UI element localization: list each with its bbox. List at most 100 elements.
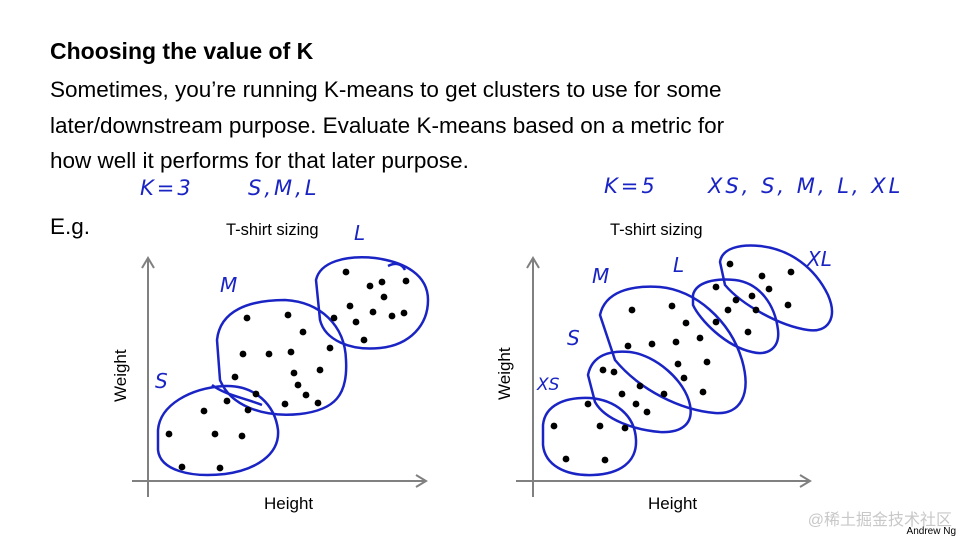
data-point xyxy=(610,368,618,376)
data-point xyxy=(621,424,629,432)
data-point xyxy=(302,391,310,399)
data-point xyxy=(784,301,792,309)
data-point xyxy=(712,283,720,291)
data-point xyxy=(378,278,386,286)
paragraph-line: later/downstream purpose. Evaluate K-mea… xyxy=(50,112,725,138)
data-point xyxy=(712,318,720,326)
data-point xyxy=(238,432,246,440)
data-point xyxy=(699,388,707,396)
data-point xyxy=(287,348,295,356)
data-point xyxy=(388,312,396,320)
example-label: E.g. xyxy=(50,214,91,239)
left-chart-title: T-shirt sizing xyxy=(226,221,319,239)
left-cluster-label-s: S xyxy=(155,369,168,393)
data-point xyxy=(330,314,338,322)
left-cluster-label-m: M xyxy=(220,273,237,297)
paragraph-line: how well it performs for that later purp… xyxy=(50,148,469,173)
data-point xyxy=(668,302,676,310)
annotation-right-k: K=5 xyxy=(604,174,658,198)
slide-paragraph: Sometimes, you’re running K-means to get… xyxy=(50,72,910,179)
data-point xyxy=(281,400,289,408)
left-x-arrowhead xyxy=(415,474,428,488)
right-cluster-label-s: S xyxy=(567,326,580,350)
data-point xyxy=(346,302,354,310)
data-point xyxy=(223,397,231,405)
data-point xyxy=(660,390,668,398)
data-point xyxy=(352,318,360,326)
data-point xyxy=(211,430,219,438)
data-point xyxy=(680,374,688,382)
data-point xyxy=(178,463,186,471)
data-point xyxy=(624,342,632,350)
data-point xyxy=(648,340,656,348)
data-point xyxy=(165,430,173,438)
left-chart-axes xyxy=(132,256,428,497)
right-chart-title: T-shirt sizing xyxy=(610,221,703,239)
left-chart-xlabel: Height xyxy=(264,494,314,513)
data-point xyxy=(596,422,604,430)
data-point xyxy=(599,366,607,374)
data-point xyxy=(290,369,298,377)
data-point xyxy=(752,306,760,314)
right-cluster-label-l: L xyxy=(673,253,684,277)
data-point xyxy=(636,382,644,390)
data-point xyxy=(726,260,734,268)
data-point xyxy=(618,390,626,398)
right-cluster-m-outline xyxy=(598,285,747,415)
data-point xyxy=(672,338,680,346)
data-point xyxy=(765,285,773,293)
data-point xyxy=(628,306,636,314)
data-point xyxy=(696,334,704,342)
left-cluster-m-outline xyxy=(215,298,348,416)
annotation-left-sizes: S,M,L xyxy=(248,176,320,200)
left-cluster-l-outline xyxy=(314,256,430,350)
data-point xyxy=(360,336,368,344)
watermark: @稀土掘金技术社区 xyxy=(807,512,952,529)
data-point xyxy=(643,408,651,416)
right-cluster-l-outline xyxy=(691,278,780,355)
data-point xyxy=(342,268,350,276)
data-point xyxy=(316,366,324,374)
data-point xyxy=(584,400,592,408)
data-point xyxy=(284,311,292,319)
left-cluster-s-outline xyxy=(156,384,280,477)
data-point xyxy=(748,292,756,300)
right-cluster-xs-outline xyxy=(541,396,638,477)
paragraph-line: Sometimes, you’re running K-means to get… xyxy=(50,77,722,102)
data-point xyxy=(674,360,682,368)
left-cluster-l-tail xyxy=(387,262,407,271)
data-point xyxy=(562,455,570,463)
data-point xyxy=(550,422,558,430)
data-point xyxy=(682,319,690,327)
data-point xyxy=(758,272,766,280)
data-point xyxy=(294,381,302,389)
right-chart-xlabel: Height xyxy=(648,494,698,513)
data-point xyxy=(244,406,252,414)
author-credit: Andrew Ng xyxy=(906,526,956,537)
data-point xyxy=(380,293,388,301)
data-point xyxy=(703,358,711,366)
right-cluster-label-xl: XL xyxy=(806,247,832,271)
left-y-arrowhead xyxy=(141,256,155,269)
data-point xyxy=(326,344,334,352)
right-cluster-label-m: M xyxy=(592,264,609,288)
data-point xyxy=(400,309,408,317)
data-point xyxy=(732,296,740,304)
data-point xyxy=(200,407,208,415)
data-point xyxy=(239,350,247,358)
right-y-arrowhead xyxy=(526,256,540,269)
data-point xyxy=(265,350,273,358)
annotation-left-k: K=3 xyxy=(140,176,194,200)
data-point xyxy=(744,328,752,336)
data-point xyxy=(231,373,239,381)
right-cluster-label-xs: XS xyxy=(536,375,560,395)
data-point xyxy=(243,314,251,322)
data-point xyxy=(632,400,640,408)
annotation-right-sizes: XS, S, M, L, XL xyxy=(708,174,904,198)
data-point xyxy=(369,308,377,316)
data-point xyxy=(299,328,307,336)
data-point xyxy=(216,464,224,472)
data-point xyxy=(252,390,260,398)
